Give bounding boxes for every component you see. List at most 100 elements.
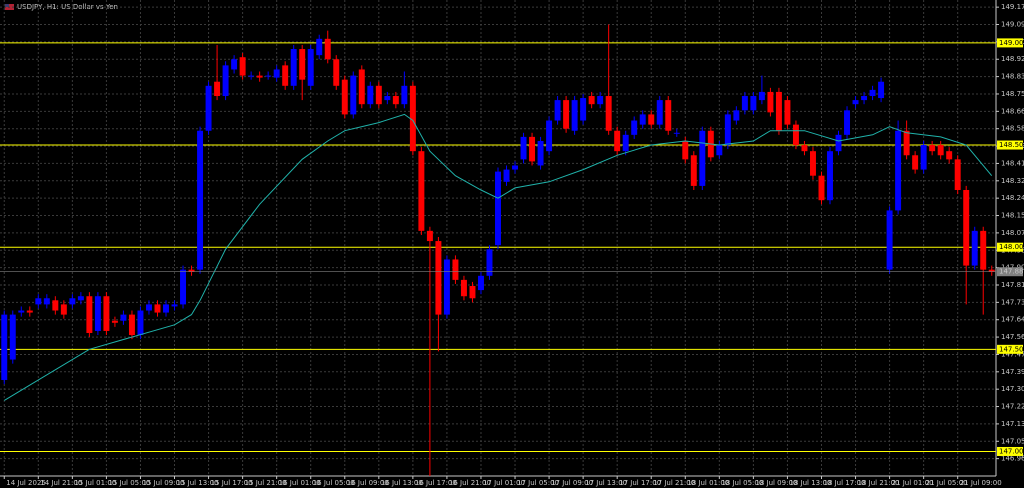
candle-body — [171, 304, 178, 307]
candle-body — [580, 98, 587, 121]
candle-body — [418, 151, 425, 231]
chart-title: USDJPY, H1: US Dollar vs Yen — [17, 3, 118, 11]
candle-body — [52, 300, 59, 311]
candle-body — [554, 100, 561, 121]
candle-body — [188, 269, 195, 272]
candle-body — [273, 69, 280, 78]
candle-body — [375, 85, 382, 105]
candle-body — [741, 96, 748, 111]
candle-body — [477, 275, 484, 291]
candle-body — [818, 175, 825, 201]
x-tick-label: 17 Jul 01:00 — [483, 479, 525, 487]
y-tick-label: 147.305 — [1001, 385, 1024, 393]
candle-body — [392, 96, 399, 105]
candle-body — [835, 134, 842, 152]
y-tick-label: 148.920 — [1001, 55, 1024, 63]
y-tick-label: 147.135 — [1001, 420, 1024, 428]
candle-body — [299, 49, 306, 80]
x-tick-label: 16 Jul 01:00 — [279, 479, 321, 487]
y-tick-label: 147.560 — [1001, 333, 1024, 341]
candle-body — [827, 151, 833, 201]
candle-body — [682, 140, 689, 160]
candle-body — [673, 132, 680, 134]
candle-body — [265, 75, 272, 77]
level-label-box — [997, 140, 1023, 150]
candle-body — [563, 100, 570, 129]
candle-body — [60, 304, 67, 315]
candle-body — [486, 249, 493, 276]
candle-body — [775, 91, 782, 131]
level-label: 149.000 — [999, 39, 1024, 47]
x-tick-label: 18 Jul 09:00 — [755, 479, 797, 487]
candle-body — [222, 65, 229, 97]
candle-body — [214, 81, 221, 97]
level-label-box — [997, 242, 1023, 252]
level-label: 147.500 — [999, 345, 1024, 353]
candle-body — [767, 91, 774, 113]
x-tick-label: 17 Jul 21:00 — [653, 479, 695, 487]
y-tick-label: 147.050 — [1001, 437, 1024, 445]
candle-body — [469, 286, 476, 299]
y-tick-label: 148.750 — [1001, 90, 1024, 98]
candle-body — [231, 59, 238, 70]
x-tick-label: 15 Jul 09:00 — [142, 479, 184, 487]
candle-body — [878, 81, 885, 99]
candle-body — [26, 310, 33, 313]
candle-body — [929, 145, 936, 152]
x-tick-label: 18 Jul 05:00 — [721, 479, 763, 487]
candle-body — [614, 130, 621, 152]
candle-body — [94, 296, 101, 331]
candle-body — [137, 310, 144, 336]
candle-body — [154, 304, 161, 313]
level-label-box — [997, 344, 1023, 354]
x-tick-label: 21 Jul 09:00 — [960, 479, 1002, 487]
candle-body — [435, 241, 442, 315]
candle-body — [937, 145, 944, 156]
candle-body — [869, 89, 876, 97]
y-tick-label: 148.155 — [1001, 212, 1024, 220]
candle-body — [409, 85, 416, 152]
candle-body — [912, 155, 919, 170]
x-tick-label: 15 Jul 17:00 — [211, 479, 253, 487]
candle-body — [699, 130, 706, 186]
candle-body — [86, 296, 93, 333]
candle-body — [1, 314, 8, 380]
candle-body — [733, 110, 740, 121]
level-label: 148.500 — [999, 141, 1024, 149]
level-label-box — [997, 38, 1023, 48]
y-tick-label: 148.835 — [1001, 73, 1024, 81]
candle-body — [9, 314, 16, 360]
candle-body — [724, 114, 731, 146]
candle-body — [861, 96, 868, 101]
candle-body — [316, 38, 323, 56]
candle-body — [426, 230, 433, 242]
candle-body — [537, 140, 544, 166]
candle-body — [903, 130, 910, 156]
candle-body — [529, 136, 536, 162]
candle-body — [639, 114, 646, 125]
bid-label-box — [997, 267, 1023, 277]
x-tick-label: 18 Jul 21:00 — [858, 479, 900, 487]
y-tick-label: 147.815 — [1001, 281, 1024, 289]
candle-body — [784, 100, 791, 125]
candle-body — [963, 189, 970, 266]
candle-body — [128, 314, 135, 336]
candle-body — [145, 304, 152, 311]
candle-body — [180, 269, 187, 305]
candle-body — [401, 85, 408, 105]
candle-body — [988, 269, 995, 272]
y-tick-label: 148.410 — [1001, 159, 1024, 167]
x-tick-label: 15 Jul 13:00 — [177, 479, 219, 487]
candle-body — [163, 304, 169, 313]
x-tick-label: 17 Jul 13:00 — [585, 479, 627, 487]
candle-body — [588, 96, 595, 105]
y-tick-label: 147.475 — [1001, 350, 1024, 358]
x-tick-label: 18 Jul 17:00 — [823, 479, 865, 487]
candle-body — [35, 298, 42, 305]
y-tick-label: 148.665 — [1001, 107, 1024, 115]
candle-body — [980, 230, 987, 270]
candle-body — [282, 65, 289, 86]
candle-body — [809, 151, 816, 176]
y-tick-label: 149.090 — [1001, 21, 1024, 29]
